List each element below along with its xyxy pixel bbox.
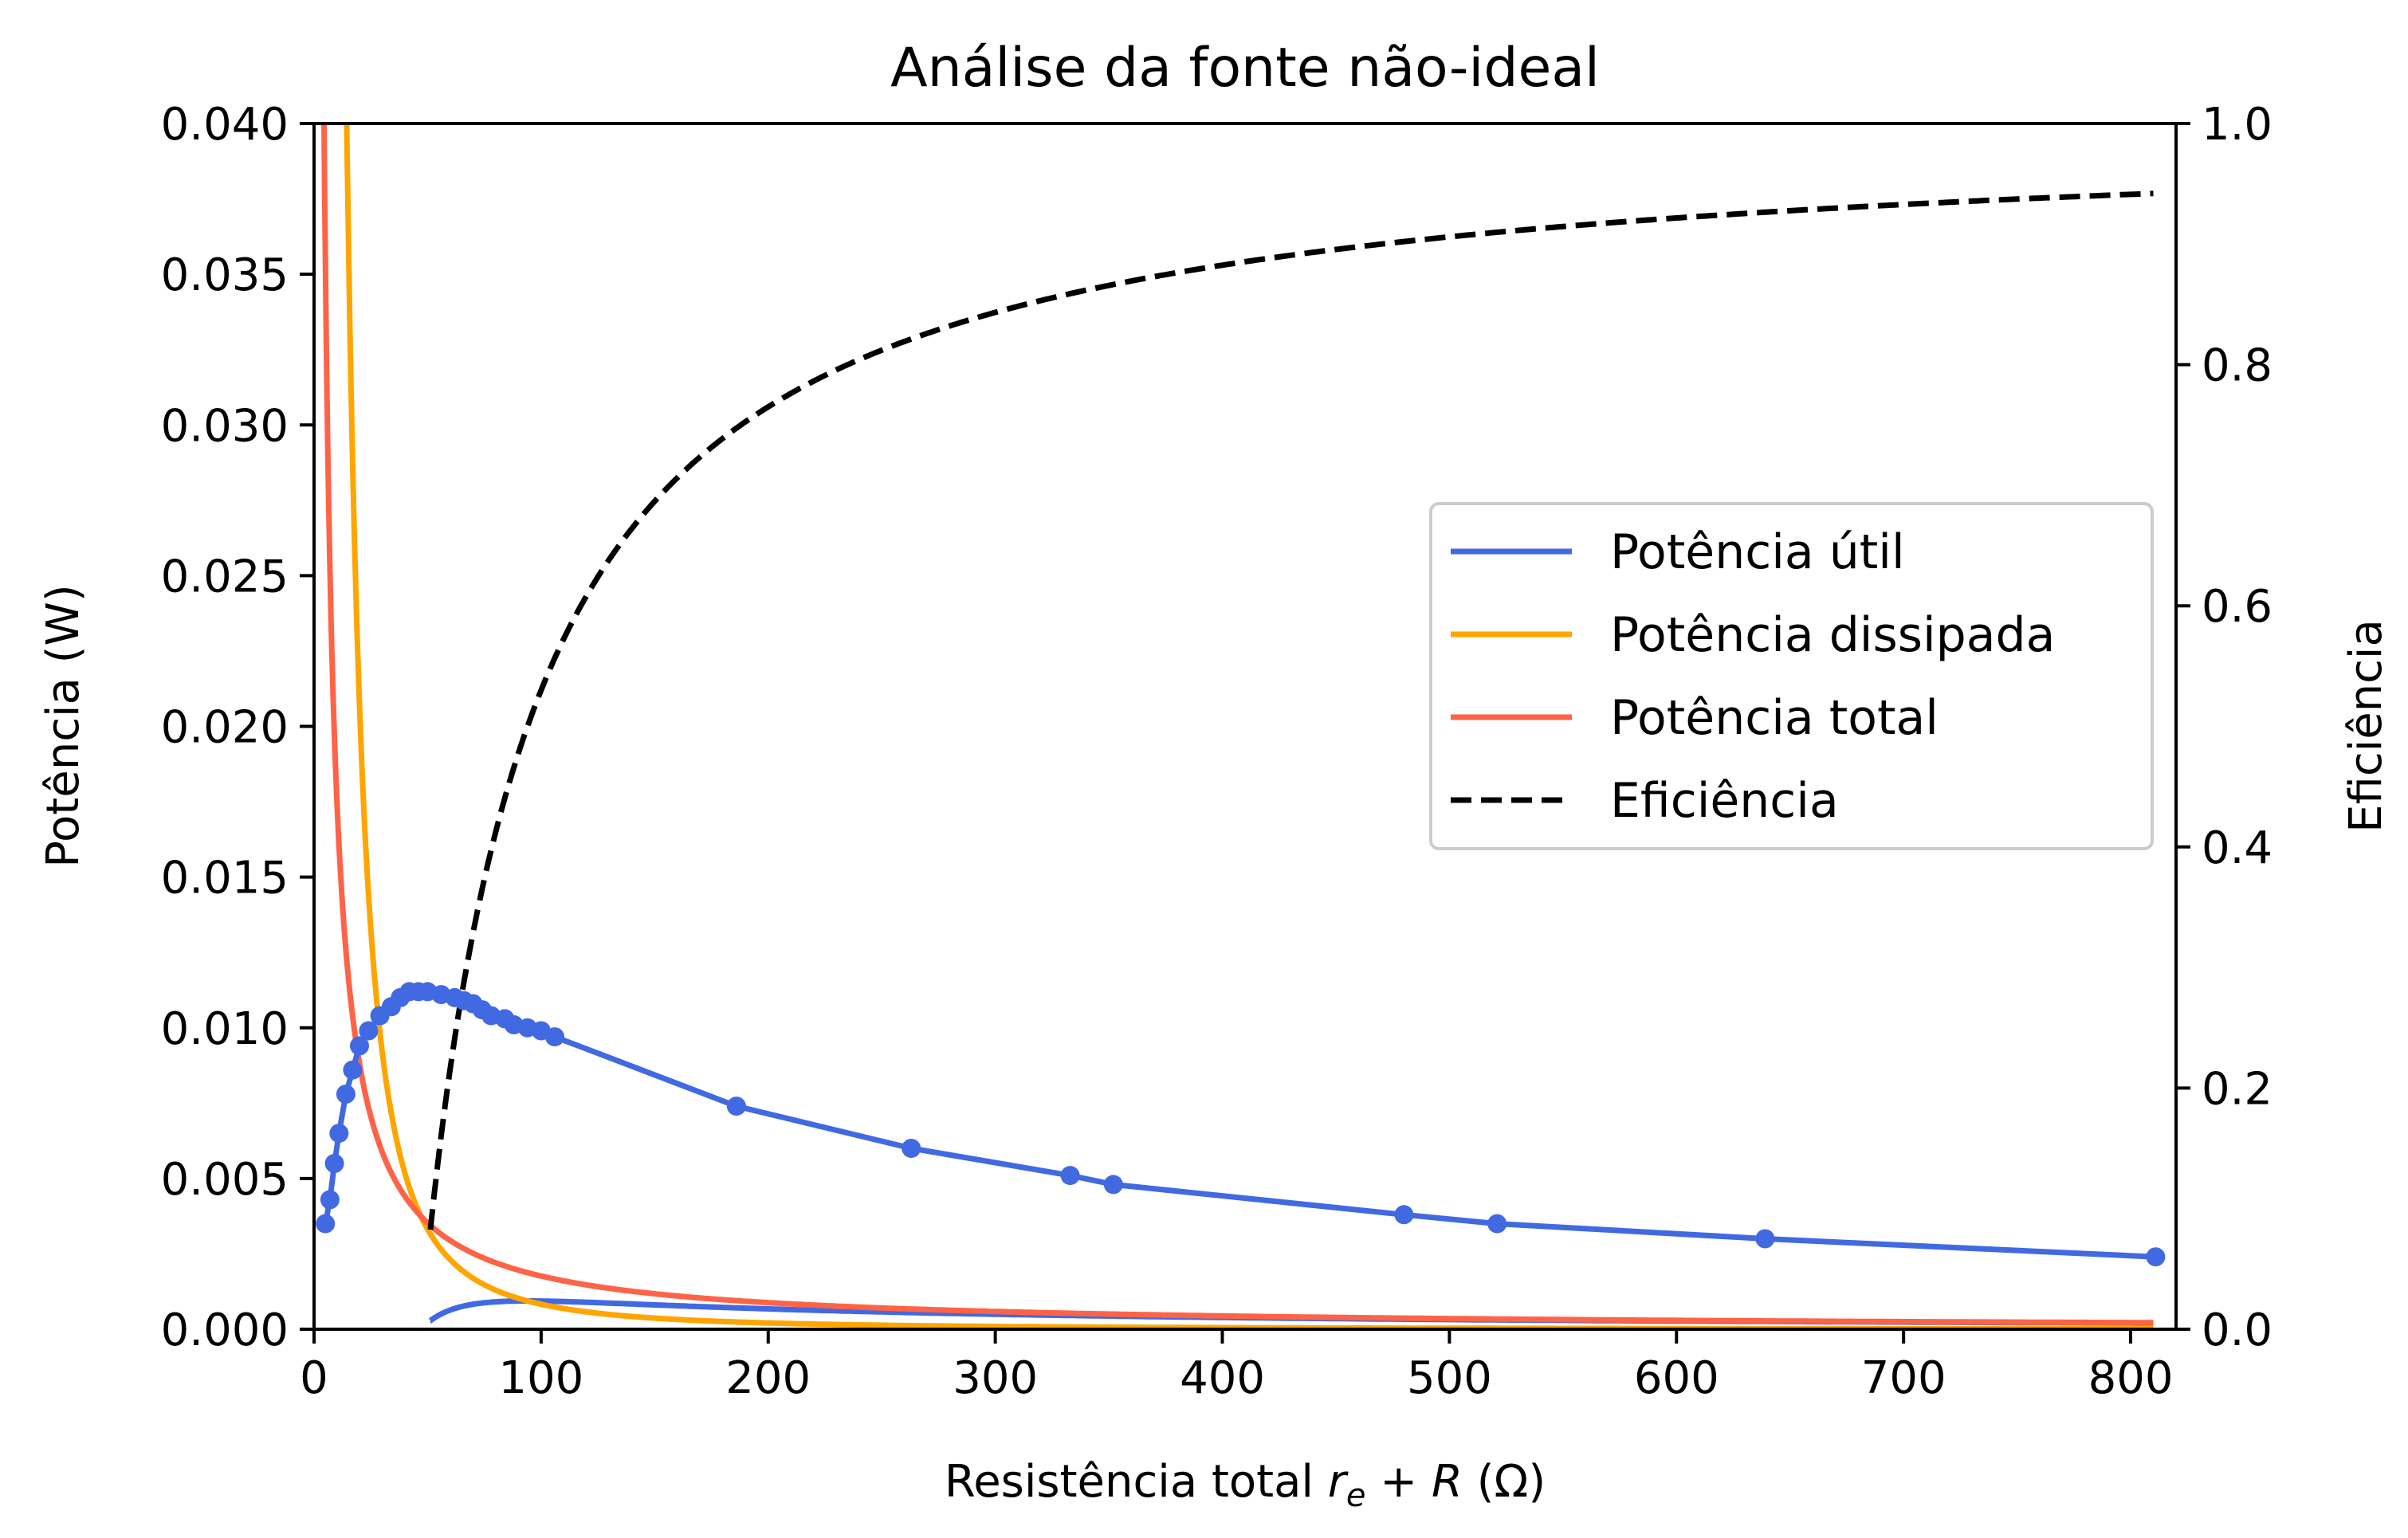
left-y-tick-label: 0.035: [161, 249, 289, 301]
right-y-tick-label: 0.0: [2202, 1305, 2272, 1356]
x-tick-label: 300: [953, 1352, 1038, 1404]
x-axis-label: Resistência total re + R (Ω): [945, 1456, 1546, 1514]
measured-point: [320, 1190, 340, 1210]
measured-point: [336, 1085, 356, 1104]
chart-title: Análise da fonte não-ideal: [890, 37, 1600, 100]
x-axis-label-mid: +: [1365, 1456, 1432, 1508]
measured-point: [1060, 1166, 1080, 1186]
right-y-tick-label: 0.2: [2202, 1063, 2272, 1115]
x-axis-label-r: r: [1328, 1456, 1349, 1508]
x-axis-ticks: 0 100 200 300 400 500 600 700 800: [300, 1329, 2173, 1404]
measured-point: [2146, 1247, 2166, 1267]
legend-label: Potência total: [1610, 690, 1939, 746]
x-tick-label: 600: [1634, 1352, 1719, 1404]
measured-point: [359, 1021, 379, 1041]
measured-point: [343, 1060, 363, 1080]
x-tick-label: 100: [498, 1352, 583, 1404]
measured-point: [1487, 1214, 1507, 1234]
left-y-axis-ticks: 0.000 0.005 0.010 0.015 0.020 0.025 0.030 0.035…: [161, 99, 314, 1356]
x-axis-label-sub: e: [1346, 1477, 1366, 1514]
right-y-tick-label: 0.8: [2202, 340, 2272, 392]
x-tick-label: 0: [300, 1352, 328, 1404]
left-y-tick-label: 0.040: [161, 99, 289, 151]
measured-point: [726, 1097, 746, 1116]
x-axis-label-prefix: Resistência total: [945, 1456, 1328, 1508]
left-y-tick-label: 0.025: [161, 551, 289, 602]
x-tick-label: 700: [1861, 1352, 1946, 1404]
right-y-tick-label: 0.6: [2202, 581, 2272, 633]
left-y-tick-label: 0.005: [161, 1154, 289, 1206]
efficiency-line: [427, 190, 2154, 1230]
x-tick-label: 800: [2088, 1352, 2174, 1404]
measured-point: [1394, 1205, 1414, 1225]
measured-point: [902, 1139, 921, 1158]
left-y-tick-label: 0.015: [161, 853, 289, 904]
measured-point: [316, 1214, 336, 1234]
left-y-tick-label: 0.030: [161, 400, 289, 452]
measured-point: [545, 1027, 564, 1047]
legend-box: [1429, 502, 2154, 850]
x-tick-label: 500: [1407, 1352, 1492, 1404]
x-tick-label: 200: [725, 1352, 811, 1404]
power-total-line: [321, 124, 2154, 1326]
right-y-axis-ticks: 0.0 0.2 0.4 0.6 0.8 1.0: [2176, 99, 2272, 1356]
right-y-tick-label: 0.4: [2202, 822, 2272, 874]
x-tick-label: 400: [1180, 1352, 1265, 1404]
left-y-tick-label: 0.010: [161, 1003, 289, 1055]
measured-point: [1103, 1175, 1123, 1195]
measured-points-layer: [316, 982, 2166, 1267]
legend-label: Potência dissipada: [1610, 607, 2055, 663]
measured-point: [350, 1036, 369, 1056]
left-y-axis-label: Potência (W): [37, 584, 89, 867]
measured-point: [1755, 1229, 1775, 1249]
legend-items: Potência útil Potência dissipada Potência …: [1451, 524, 2055, 829]
legend-label: Potência útil: [1610, 524, 1905, 580]
measured-point: [324, 1154, 344, 1173]
x-axis-label-R: R: [1432, 1456, 1463, 1508]
legend-label: Eficiência: [1610, 773, 1839, 829]
right-y-axis-label: Eficiência: [2340, 619, 2392, 833]
right-y-tick-label: 1.0: [2202, 99, 2272, 151]
legend: Potência útil Potência dissipada Potência …: [1429, 502, 2154, 850]
left-y-tick-label: 0.020: [161, 702, 289, 754]
x-axis-label-suffix: (Ω): [1463, 1456, 1546, 1508]
left-y-tick-label: 0.000: [161, 1305, 289, 1356]
measured-point: [329, 1124, 349, 1144]
